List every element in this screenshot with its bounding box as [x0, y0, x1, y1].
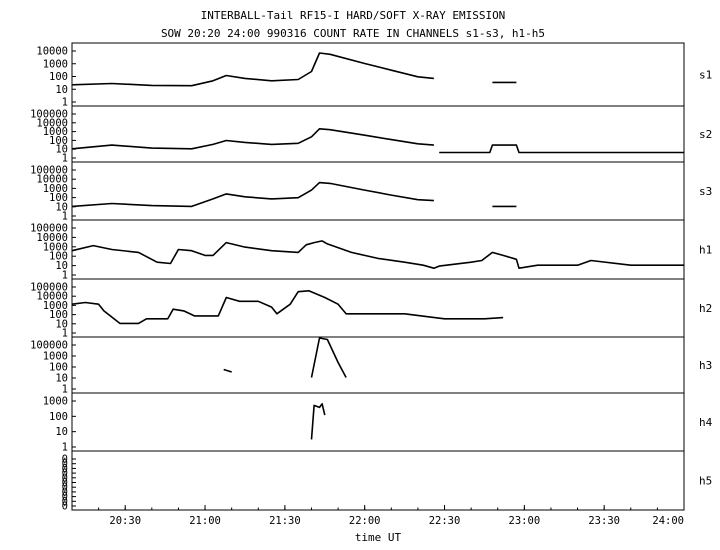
y-tick-label: 100 [49, 135, 68, 147]
panels: 100001000100101s1100000100001000100101s2… [30, 42, 713, 513]
series-line [310, 402, 326, 440]
x-tick-label: 22:00 [349, 515, 381, 527]
y-tick-label: 0 [62, 491, 68, 503]
x-tick-label: 21:00 [189, 515, 221, 527]
y-tick-label: 1 [62, 328, 68, 340]
panel-frame [71, 450, 685, 511]
y-tick-label: 0 [62, 477, 68, 489]
panel-frame [71, 219, 685, 280]
panel-label-s1: s1 [699, 69, 712, 82]
y-tick-label: 10000 [36, 46, 68, 58]
y-tick-label: 1000 [43, 241, 68, 253]
chart-title: INTERBALL-Tail RF15-I HARD/SOFT X-RAY EM… [201, 9, 506, 22]
y-tick-label: 1000 [43, 126, 68, 138]
panel-label-s2: s2 [699, 128, 712, 141]
y-tick-label: 1000 [43, 351, 68, 363]
y-tick-label: 100000 [30, 109, 68, 121]
y-tick-label: 10 [55, 318, 68, 330]
panel-label-h5: h5 [699, 475, 712, 488]
y-tick-label: 10 [55, 144, 68, 156]
y-tick-label: 100 [49, 411, 68, 423]
y-tick-label: 100000 [30, 223, 68, 235]
series-line [223, 368, 232, 373]
y-tick-label: 0 [62, 486, 68, 498]
x-axis-label: time UT [355, 531, 402, 544]
y-tick-label: 1000 [43, 183, 68, 195]
panel-label-s3: s3 [699, 185, 712, 198]
y-tick-label: 0 [62, 458, 68, 470]
y-tick-label: 0 [62, 472, 68, 484]
y-tick-label: 10 [55, 426, 68, 438]
y-tick-label: 10000 [36, 291, 68, 303]
x-tick-label: 21:30 [269, 515, 301, 527]
x-tick-label: 24:00 [652, 515, 684, 527]
y-tick-label: 1000 [43, 396, 68, 408]
series-line [71, 128, 434, 150]
y-tick-label: 100000 [30, 282, 68, 294]
y-tick-label: 1 [62, 153, 68, 165]
y-tick-label: 1 [62, 270, 68, 282]
y-tick-label: 1 [62, 211, 68, 223]
x-tick-label: 20:30 [109, 515, 141, 527]
panel-h4: 1000 100 10 1 h4 [43, 392, 713, 454]
panel-frame [71, 392, 685, 452]
panel-label-h3: h3 [699, 359, 712, 372]
y-tick-label: 0 [62, 501, 68, 513]
y-tick-label: 100000 [30, 165, 68, 177]
panel-label-h1: h1 [699, 244, 712, 257]
panel-frame [71, 336, 685, 394]
series-line [310, 337, 347, 378]
y-tick-label: 10000 [36, 174, 68, 186]
x-axis: 20:30 21:00 21:30 22:00 22:30 23:00 23:30 24:00 [71, 505, 685, 527]
y-tick-label: 1 [62, 97, 68, 109]
x-tick-label: 23:00 [509, 515, 541, 527]
y-tick-label: 0 [62, 496, 68, 508]
y-tick-label: 10000 [36, 232, 68, 244]
panel-label-h2: h2 [699, 302, 712, 315]
y-tick-label: 0 [62, 463, 68, 475]
y-tick-label: 0 [62, 468, 68, 480]
panel-frame [71, 105, 685, 163]
y-tick-label: 10000 [36, 117, 68, 129]
y-tick-label: 100 [49, 309, 68, 321]
y-tick-label: 1000 [43, 58, 68, 70]
series-line [439, 144, 684, 154]
y-tick-label: 1000 [43, 300, 68, 312]
series-line [71, 240, 684, 270]
y-tick-label: 1 [62, 442, 68, 454]
y-tick-label: 100 [49, 71, 68, 83]
panel-frame [71, 42, 685, 107]
y-tick-label: 10 [55, 84, 68, 96]
y-tick-label: 1 [62, 384, 68, 396]
y-tick-label: 10 [55, 201, 68, 213]
y-tick-label: 100 [49, 362, 68, 374]
x-tick-label: 23:30 [588, 515, 620, 527]
y-tick-label: 100 [49, 192, 68, 204]
x-tick-label: 22:30 [429, 515, 461, 527]
series-line [71, 289, 504, 325]
y-tick-label: 0 [62, 454, 68, 466]
panel-frame [71, 161, 685, 221]
series-line [71, 52, 434, 87]
chart-subtitle: SOW 20:20 24:00 990316 COUNT RATE IN CHA… [161, 27, 545, 40]
y-tick-label: 10 [55, 260, 68, 272]
series-line [71, 181, 434, 208]
y-tick-label: 100000 [30, 340, 68, 352]
panel-frame [71, 278, 685, 338]
y-tick-label: 10 [55, 373, 68, 385]
y-tick-label: 0 [62, 482, 68, 494]
panel-label-h4: h4 [699, 416, 713, 429]
y-tick-label: 100 [49, 251, 68, 263]
